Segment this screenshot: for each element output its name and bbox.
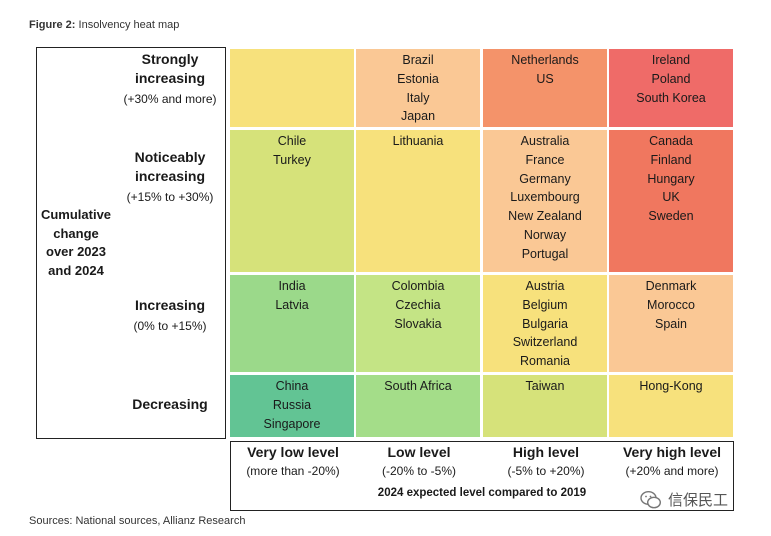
column-label-name: High level [512,444,580,460]
row-label-range: (+15% to +30%) [126,190,214,204]
column-label: Low level (-20% to -5%) [356,443,482,480]
y-axis-title: Cumulative change over 2023 and 2024 [38,206,114,280]
source-note: Sources: National sources, Allianz Resea… [29,515,246,527]
row-label-name: Decreasing [132,396,208,412]
country-label: Portugal [521,246,569,261]
heatmap-cell: Canada Finland Hungary UK Sweden [609,130,733,272]
heatmap-cell: Netherlands US [483,49,607,127]
country-label: Romania [519,354,571,369]
row-label: Decreasing [116,395,224,414]
row-label-range: (0% to +15%) [133,319,207,333]
heatmap-cell: Brazil Estonia Italy Japan [356,49,480,127]
heatmap-cell: Denmark Morocco Spain [609,275,733,372]
country-label: Belgium [522,297,568,312]
row-label: Increasing (0% to +15%) [116,296,224,335]
row-label-name: increasing [134,168,206,184]
row-axis-frame [36,47,226,439]
country-label: Canada [649,134,693,148]
country-label: Morocco [647,297,695,312]
country-label: India [278,279,306,293]
y-axis-title-line: Cumulative [40,207,112,222]
figure-number: Figure 2: [29,19,76,31]
country-label: Turkey [273,152,311,167]
column-axis-frame [230,441,734,511]
column-label-range: (more than -20%) [246,464,340,478]
heatmap-cell: India Latvia [230,275,354,372]
country-label: Poland [651,71,691,86]
heatmap-cell: Chile Turkey [230,130,354,272]
y-axis-title-line: and 2024 [48,262,104,278]
row-label-range: (+30% and more) [123,92,217,106]
country-label: Estonia [397,71,439,86]
watermark: 信保民工 [640,489,728,510]
heatmap-cell: China Russia Singapore [230,375,354,437]
heatmap-cell: South Africa [356,375,480,437]
country-label: Germany [519,171,571,186]
heatmap-cell: Colombia Czechia Slovakia [356,275,480,372]
row-label: Strongly increasing (+30% and more) [116,50,224,108]
country-label: Latvia [275,297,309,312]
country-label: Bulgaria [522,316,568,331]
country-label: Finland [650,152,692,167]
figure-title-text: Insolvency heat map [78,19,180,31]
country-label: US [536,71,554,86]
y-axis-title-line: change [53,225,99,241]
country-label: Chile [277,134,307,148]
heatmap-cell: Australia France Germany Luxembourg New Zeal… [483,130,607,272]
heatmap-cell: Ireland Poland South Korea [609,49,733,127]
country-label: Hungary [647,171,695,186]
x-axis-title: 2024 expected level compared to 2019 [377,487,587,499]
country-label: Ireland [651,53,691,67]
country-label: Switzerland [512,335,578,350]
country-label: Austria [525,279,565,293]
country-label: Luxembourg [510,190,580,205]
column-label-range: (+20% and more) [625,464,719,478]
country-label: Brazil [402,53,434,67]
country-label: China [275,379,309,393]
column-label-name: Very low level [247,444,339,460]
country-label: Australia [520,134,570,148]
column-label: High level (-5% to +20%) [483,443,609,480]
heatmap-cell: Taiwan [483,375,607,437]
column-label: Very low level (more than -20%) [230,443,356,480]
country-label: South Africa [384,379,452,393]
y-axis-title-line: over 2023 [46,244,106,259]
row-label-name: Strongly [141,51,199,67]
country-label: Russia [272,397,312,412]
country-label: Denmark [645,279,697,293]
country-label: UK [662,190,680,205]
heatmap-cell: Hong-Kong [609,375,733,437]
watermark-text: 信保民工 [668,492,729,509]
country-label: Czechia [395,297,441,312]
heatmap-cell: Austria Belgium Bulgaria Switzerland Romania [483,275,607,372]
heatmap-cell [230,49,354,127]
country-label: Netherlands [511,53,579,67]
country-label: Lithuania [392,134,444,148]
country-label: Italy [406,90,430,105]
column-label-name: Very high level [622,444,722,460]
column-label: Very high level (+20% and more) [609,443,735,480]
wechat-icon [640,490,662,508]
country-label: France [525,152,565,167]
figure-title: Figure 2: Insolvency heat map [29,19,179,31]
row-label-name: Increasing [134,297,206,313]
country-label: New Zealand [508,209,582,224]
country-label: Norway [523,227,567,242]
row-label-name: Noticeably [134,149,206,165]
column-label-range: (-20% to -5%) [381,464,457,478]
column-label-range: (-5% to +20%) [507,464,585,478]
country-label: Japan [400,109,436,124]
country-label: Slovakia [394,316,442,331]
country-label: Colombia [391,279,445,293]
country-label: Sweden [648,209,694,224]
country-label: Hong-Kong [639,379,703,393]
country-label: Singapore [263,416,321,431]
country-label: Taiwan [525,379,565,393]
column-label-name: Low level [387,444,451,460]
country-label: South Korea [636,90,706,105]
heatmap-cell: Lithuania [356,130,480,272]
country-label: Spain [655,316,687,331]
row-label-name: increasing [134,70,206,86]
row-label: Noticeably increasing (+15% to +30%) [116,148,224,206]
